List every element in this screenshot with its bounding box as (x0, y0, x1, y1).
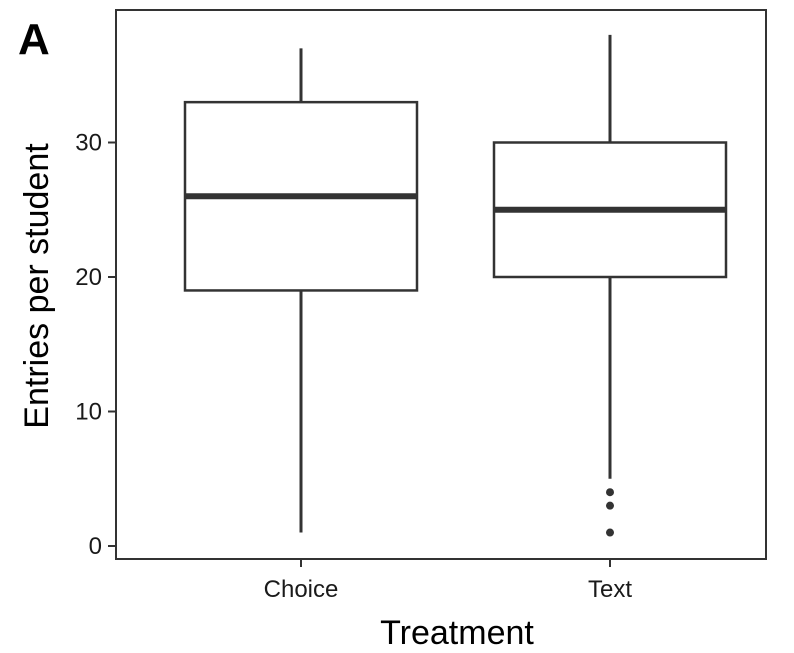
y-tick-label: 30 (75, 130, 102, 157)
outlier-point (606, 501, 614, 510)
panel-border (115, 9, 767, 560)
outlier-point (606, 528, 614, 537)
y-tick-label: 20 (75, 264, 102, 291)
plot-area: 0 10 20 30 Choice Text (75, 9, 767, 603)
y-axis-title: Entries per student (18, 143, 56, 429)
panel-label: A (18, 15, 50, 64)
y-tick-label: 10 (75, 399, 102, 426)
outlier-point (606, 488, 614, 497)
x-tick-label: Text (588, 576, 632, 603)
y-tick-label: 0 (89, 533, 102, 560)
x-tick-label: Choice (264, 576, 339, 603)
x-axis-title: Treatment (380, 614, 534, 652)
